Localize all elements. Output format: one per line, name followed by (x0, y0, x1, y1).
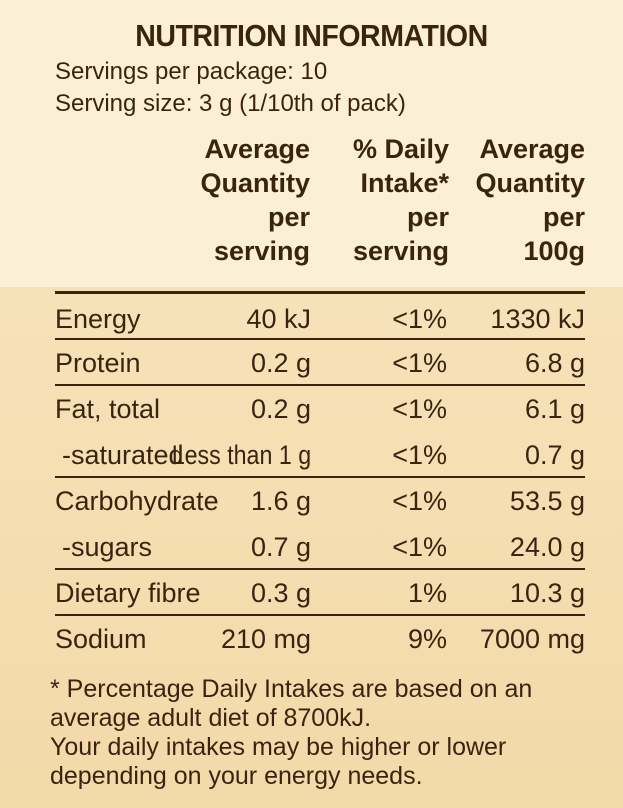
row-divider (55, 384, 585, 386)
footnote-line: average adult diet of 8700kJ. (50, 704, 372, 732)
nutrient-label: Protein (55, 348, 141, 378)
header-per-serving-line: per (267, 202, 310, 232)
row-divider (55, 614, 585, 616)
nutrient-label: -sugars (62, 532, 153, 562)
per-serving-value: 0.2 g (250, 348, 311, 378)
per-100g-value: 6.1 g (524, 394, 585, 424)
per-serving-value: 210 mg (220, 624, 311, 654)
header-per-serving-line: Quantity (200, 168, 310, 198)
page-title: NUTRITION INFORMATION (135, 18, 488, 53)
row-divider (55, 568, 585, 570)
nutrient-label: Carbohydrate (55, 486, 219, 516)
nutrient-label: -saturated (62, 440, 184, 470)
table-row: Energy 40 kJ <1% 1330 kJ (55, 296, 585, 342)
nutrient-label: Energy (55, 304, 141, 334)
per-serving-value: 0.3 g (250, 578, 311, 608)
table-row: -saturated Less than 1 g <1% 0.7 g (55, 432, 585, 478)
row-divider (55, 476, 585, 478)
header-per-serving-line: serving (213, 236, 310, 266)
serving-size: Serving size: 3 g (1/10th of pack) (55, 90, 406, 117)
per-serving-value: 0.2 g (250, 394, 311, 424)
header-per-100g-line: per (542, 202, 585, 232)
per-serving-value: 0.7 g (250, 532, 311, 562)
header-per-100g: Average Quantity per 100g (475, 132, 585, 268)
table-row: Dietary fibre 0.3 g 1% 10.3 g (55, 570, 585, 616)
footnote-line: Your daily intakes may be higher or lowe… (50, 733, 507, 761)
header-panel (0, 0, 623, 287)
header-divider (55, 291, 585, 294)
daily-intake-value: 9% (407, 624, 447, 654)
daily-intake-value: <1% (392, 486, 447, 516)
table-row: Fat, total 0.2 g <1% 6.1 g (55, 386, 585, 432)
footnote: * Percentage Daily Intakes are based on … (50, 675, 532, 791)
per-100g-value: 7000 mg (479, 624, 585, 654)
header-per-100g-line: 100g (523, 236, 585, 266)
header-per-100g-line: Quantity (475, 168, 585, 198)
per-100g-value: 0.7 g (524, 440, 585, 470)
table-row: Carbohydrate 1.6 g <1% 53.5 g (55, 478, 585, 524)
nutrient-label: Fat, total (55, 394, 161, 424)
table-row: Sodium 210 mg 9% 7000 mg (55, 616, 585, 662)
row-divider (55, 338, 585, 340)
header-daily-intake-line: Intake* (360, 168, 449, 198)
daily-intake-value: 1% (407, 578, 447, 608)
header-daily-intake-line: % Daily (352, 134, 449, 164)
footnote-line: * Percentage Daily Intakes are based on … (50, 675, 533, 703)
daily-intake-value: <1% (392, 532, 447, 562)
per-100g-value: 1330 kJ (490, 304, 585, 334)
daily-intake-value: <1% (392, 304, 447, 334)
per-serving-value: 1.6 g (250, 486, 311, 516)
nutrient-label: Dietary fibre (55, 578, 201, 608)
per-serving-value: 40 kJ (246, 304, 311, 334)
table-row: Protein 0.2 g <1% 6.8 g (55, 340, 585, 386)
daily-intake-value: <1% (392, 440, 447, 470)
per-100g-value: 24.0 g (509, 532, 585, 562)
per-100g-value: 6.8 g (524, 348, 585, 378)
table-row: -sugars 0.7 g <1% 24.0 g (55, 524, 585, 570)
header-per-serving: Average Quantity per serving (200, 132, 310, 268)
header-per-100g-line: Average (479, 134, 585, 164)
header-daily-intake-line: per (406, 202, 449, 232)
footnote-line: depending on your energy needs. (50, 762, 423, 790)
daily-intake-value: <1% (392, 394, 447, 424)
per-100g-value: 53.5 g (509, 486, 585, 516)
table-panel (0, 287, 623, 808)
per-serving-value: Less than 1 g (171, 440, 311, 470)
nutrient-label: Sodium (55, 624, 147, 654)
header-daily-intake: % Daily Intake* per serving (353, 132, 449, 268)
header-per-serving-line: Average (204, 134, 310, 164)
daily-intake-value: <1% (392, 348, 447, 378)
header-daily-intake-line: serving (352, 236, 449, 266)
per-100g-value: 10.3 g (509, 578, 585, 608)
servings-per-package: Servings per package: 10 (55, 58, 328, 85)
